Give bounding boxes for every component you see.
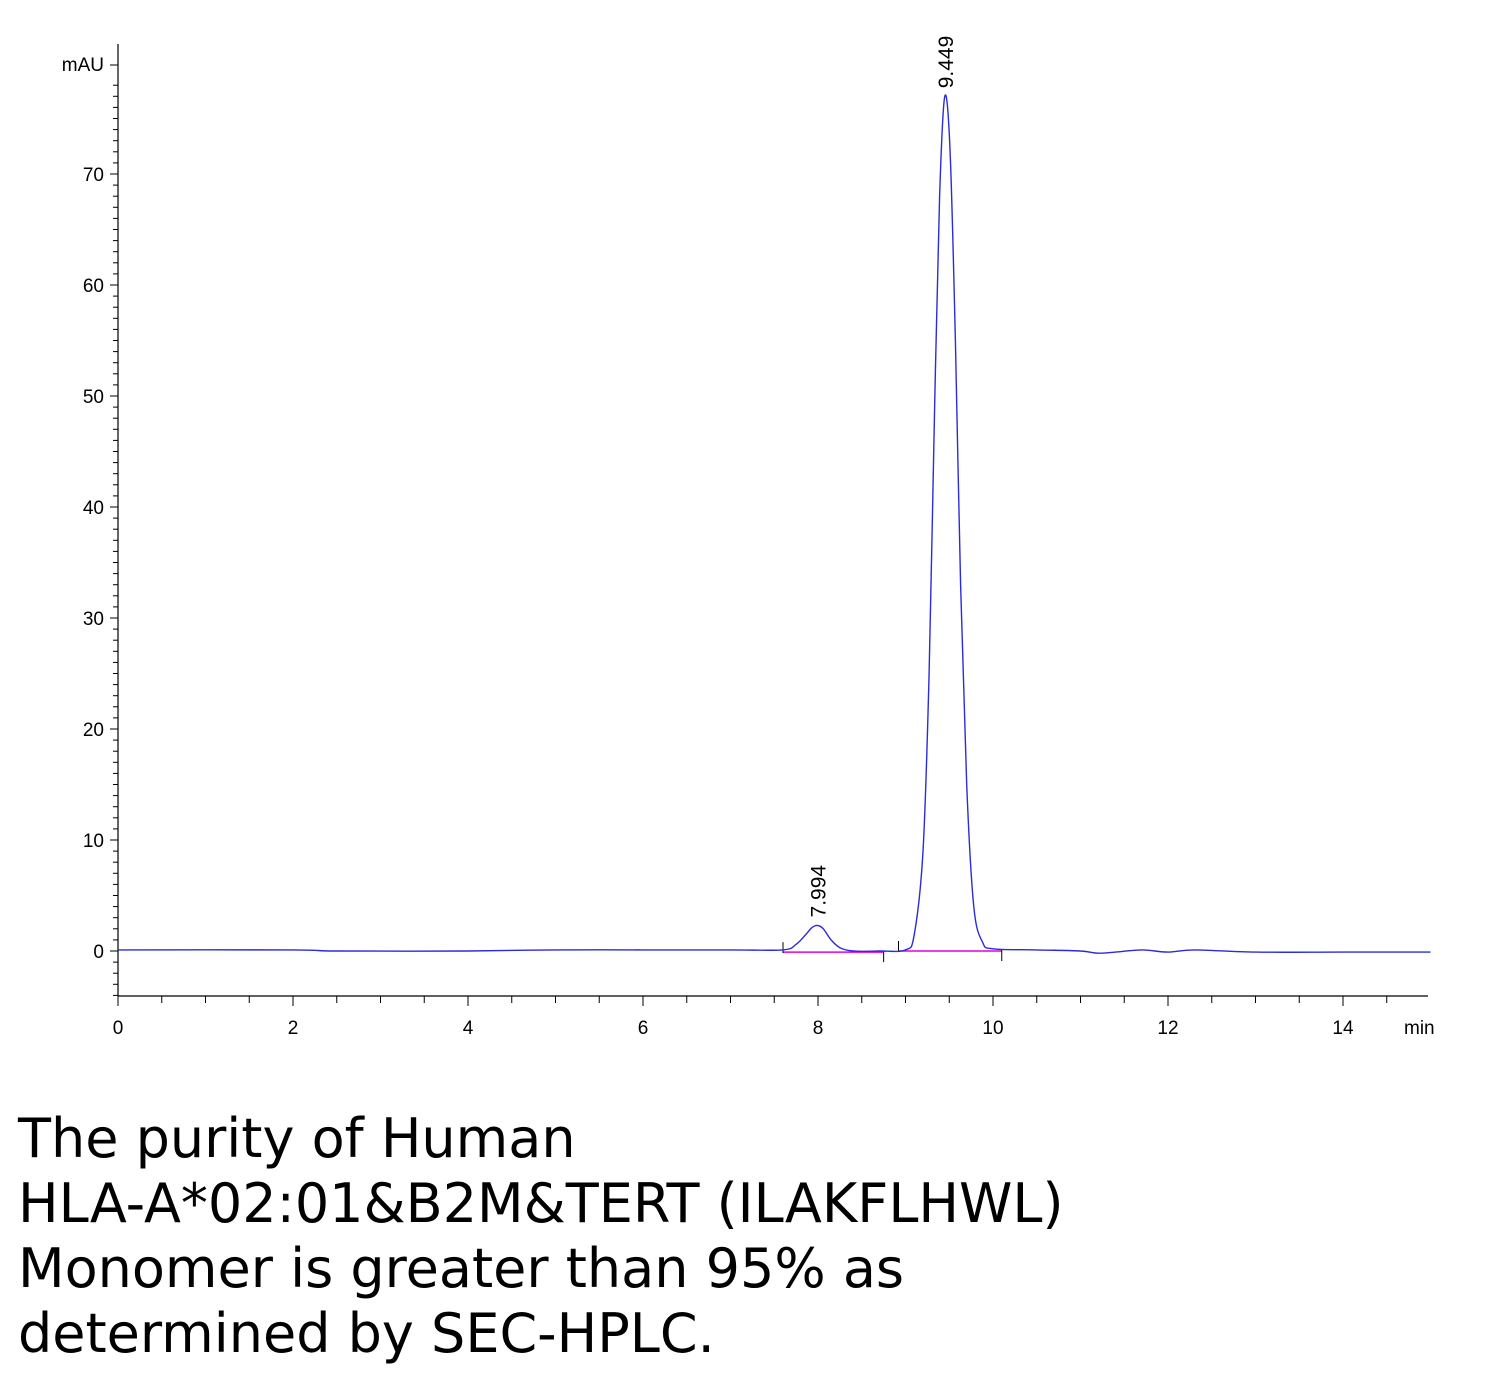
series-line (117, 94, 1431, 954)
y-tick-label: 0 (93, 942, 104, 963)
y-unit-label: mAU (62, 55, 104, 76)
x-tick-label: 4 (463, 1018, 474, 1039)
y-tick-label: 70 (83, 165, 104, 186)
caption-line: determined by SEC-HPLC. (18, 1302, 715, 1365)
y-tick-label: 30 (83, 609, 104, 630)
peak-labels: 7.994 9.449 (807, 36, 957, 918)
peak-label: 9.449 (935, 36, 958, 89)
axes: 0 10 20 30 40 50 60 70 mAU 0 2 4 6 8 10 12 14 min (62, 44, 1435, 1039)
x-unit-label: min (1404, 1018, 1435, 1039)
x-tick-label: 12 (1157, 1018, 1178, 1039)
x-tick-label: 0 (113, 1018, 124, 1039)
y-tick-label: 20 (83, 720, 104, 741)
y-tick-label: 10 (83, 831, 104, 852)
chromatogram-chart: 0 10 20 30 40 50 60 70 mAU 0 2 4 6 8 10 12 14 min 7.994 9.… (62, 36, 1435, 1039)
x-tick-label: 6 (638, 1018, 649, 1039)
caption-line: HLA-A*02:01&B2M&TERT (ILAKFLHWL) (18, 1172, 1064, 1235)
chromatogram-series (117, 94, 1431, 954)
caption: The purity of Human HLA-A*02:01&B2M&TERT… (18, 1106, 1458, 1366)
y-tick-label: 60 (83, 276, 104, 297)
x-tick-label: 14 (1332, 1018, 1354, 1039)
y-tick-label: 50 (83, 387, 104, 408)
caption-line: The purity of Human (18, 1107, 576, 1170)
caption-line: Monomer is greater than 95% as (18, 1237, 905, 1300)
x-tick-label: 2 (288, 1018, 299, 1039)
peak-label: 7.994 (807, 865, 830, 918)
integration-baselines (782, 941, 1003, 963)
x-tick-label: 10 (982, 1018, 1003, 1039)
y-tick-label: 40 (83, 498, 104, 519)
x-tick-label: 8 (813, 1018, 824, 1039)
